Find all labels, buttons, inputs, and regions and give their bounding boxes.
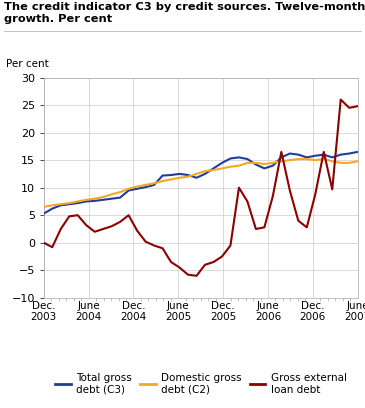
Text: growth. Per cent: growth. Per cent (4, 14, 112, 24)
Legend: Total gross
debt (C3), Domestic gross
debt (C2), Gross external
loan debt: Total gross debt (C3), Domestic gross de… (51, 369, 351, 399)
Text: Per cent: Per cent (6, 59, 49, 69)
Text: The credit indicator C3 by credit sources. Twelve-month: The credit indicator C3 by credit source… (4, 2, 365, 12)
